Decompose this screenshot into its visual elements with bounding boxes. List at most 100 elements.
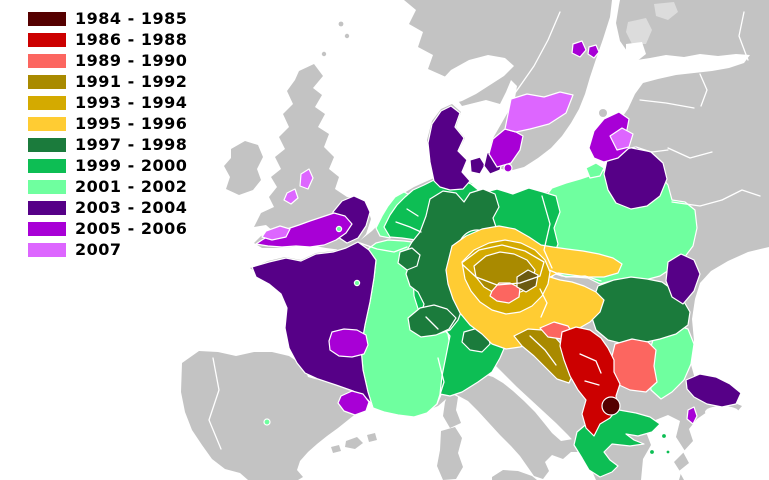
dot-madrid-2001: [263, 418, 271, 426]
legend-label-2007: 2007: [75, 240, 122, 259]
land-scandinavia: [404, 0, 612, 171]
legend-row: 1991 - 1992: [28, 71, 187, 92]
legend-swatch-1995-1996: [28, 116, 66, 131]
legend-row: 1993 - 1994: [28, 92, 187, 113]
legend-swatch-1999-2000: [28, 158, 66, 173]
region-sw-england-2007: [261, 225, 291, 241]
region-saar-1997: [397, 247, 421, 271]
region-moldova-2003: [665, 253, 701, 305]
legend-label-1989-1990: 1989 - 1990: [75, 51, 188, 70]
region-greek-island-2-1999: [648, 448, 656, 456]
legend-row: 1997 - 1998: [28, 134, 187, 155]
legend-row: 1995 - 1996: [28, 113, 187, 134]
border-belarus-ukraine: [671, 199, 723, 207]
dot-london-2001: [335, 225, 343, 233]
legend-row: 2001 - 2002: [28, 176, 187, 197]
region-greek-island-3-1999: [665, 449, 671, 455]
legend-label-1995-1996: 1995 - 1996: [75, 114, 188, 133]
region-west-france-2003: [251, 241, 377, 409]
region-romania-1997: [590, 276, 691, 345]
region-european-turkey-2003: [685, 373, 742, 408]
legend-swatch-2007: [28, 242, 66, 257]
land-shetland: [338, 21, 344, 27]
legend-swatch-2003-2004: [28, 200, 66, 215]
sea-west-mediterranean: [294, 394, 560, 480]
legend: 1984 - 1985 1986 - 1988 1989 - 1990 1991…: [28, 8, 187, 260]
border-norway-sweden: [509, 11, 561, 101]
legend-label-2001-2002: 2001 - 2002: [75, 177, 188, 196]
region-skane-2005: [488, 128, 524, 168]
legend-row: 1986 - 1988: [28, 29, 187, 50]
land-shetland-2: [344, 33, 350, 39]
legend-row: 2003 - 2004: [28, 197, 187, 218]
border-macedonia: [584, 380, 600, 386]
border-croatia-bosnia: [529, 335, 557, 366]
land-ireland: [224, 141, 263, 195]
region-midlands-spot-2-2007: [283, 188, 299, 205]
region-bosporus-sliver-2005: [686, 406, 698, 425]
land-balearic-mallorca: [345, 437, 363, 449]
border-czech-outline: [462, 244, 545, 286]
sea-marmara: [705, 406, 739, 418]
region-origin-macedonia-1984: [601, 396, 621, 416]
border-netherlands-germany: [406, 208, 419, 217]
legend-label-1991-1992: 1991 - 1992: [75, 72, 188, 91]
land-sicily: [492, 470, 537, 480]
legend-row: 1999 - 2000: [28, 155, 187, 176]
legend-label-2003-2004: 2003 - 2004: [75, 198, 188, 217]
land-corsica: [443, 392, 461, 428]
region-bornholm-2005: [503, 163, 513, 173]
lake-white: [626, 42, 646, 62]
lake-onega: [654, 2, 678, 20]
legend-swatch-1991-1992: [28, 74, 66, 89]
legend-label-1986-1988: 1986 - 1988: [75, 30, 188, 49]
land-sardinia: [437, 427, 463, 480]
region-sweden-coast-2007: [504, 91, 574, 133]
region-central-france-2005: [328, 328, 369, 358]
region-helsinki-spot-2005: [571, 40, 587, 58]
legend-swatch-1986-1988: [28, 32, 66, 47]
land-orkney: [321, 51, 327, 57]
legend-swatch-1993-1994: [28, 95, 66, 110]
region-catalonia-2005: [337, 390, 370, 416]
region-turku-spot-2005: [587, 44, 600, 59]
region-west-latvia-2007: [609, 127, 634, 151]
dot-paris-basin-2001: [353, 279, 361, 287]
region-funen-2003: [469, 156, 486, 175]
legend-swatch-1997-1998: [28, 137, 66, 152]
land-gotland: [599, 109, 607, 117]
sea-skagerrak: [430, 55, 514, 105]
border-latvia-lithuania: [631, 147, 669, 153]
border-belarus-russia: [667, 147, 713, 159]
border-austria-hungary: [539, 288, 548, 318]
border-kosovo: [579, 353, 602, 374]
region-ne-poland-2003: [603, 146, 668, 210]
border-estonia-russia: [699, 73, 708, 107]
legend-row: 2007: [28, 239, 187, 260]
border-slovakia-hungary: [548, 269, 602, 282]
land-iberia: [181, 351, 362, 480]
region-greek-island-1999: [660, 432, 668, 440]
border-ukraine-russia: [721, 189, 761, 201]
border-germany-poland: [541, 195, 553, 269]
legend-row: 1984 - 1985: [28, 8, 187, 29]
legend-swatch-2001-2002: [28, 179, 66, 194]
border-estonia-latvia: [639, 99, 695, 109]
border-portugal-spain: [208, 357, 222, 450]
legend-swatch-1989-1990: [28, 53, 66, 68]
land-balearic-ibiza: [331, 445, 341, 453]
legend-row: 1989 - 1990: [28, 50, 187, 71]
land-italy-peninsula: [455, 374, 584, 479]
legend-label-2005-2006: 2005 - 2006: [75, 219, 188, 238]
legend-label-1993-1994: 1993 - 1994: [75, 93, 188, 112]
region-switzerland-1997: [407, 304, 457, 338]
sea-kattegat: [464, 103, 488, 171]
sea-black: [694, 249, 769, 402]
region-kaliningrad-2001: [585, 162, 605, 179]
border-france-switzerland: [425, 316, 439, 330]
border-benelux-germany: [395, 221, 422, 233]
legend-swatch-2005-2006: [28, 221, 66, 236]
legend-swatch-1984-1985: [28, 11, 66, 26]
legend-label-1997-1998: 1997 - 1998: [75, 135, 188, 154]
